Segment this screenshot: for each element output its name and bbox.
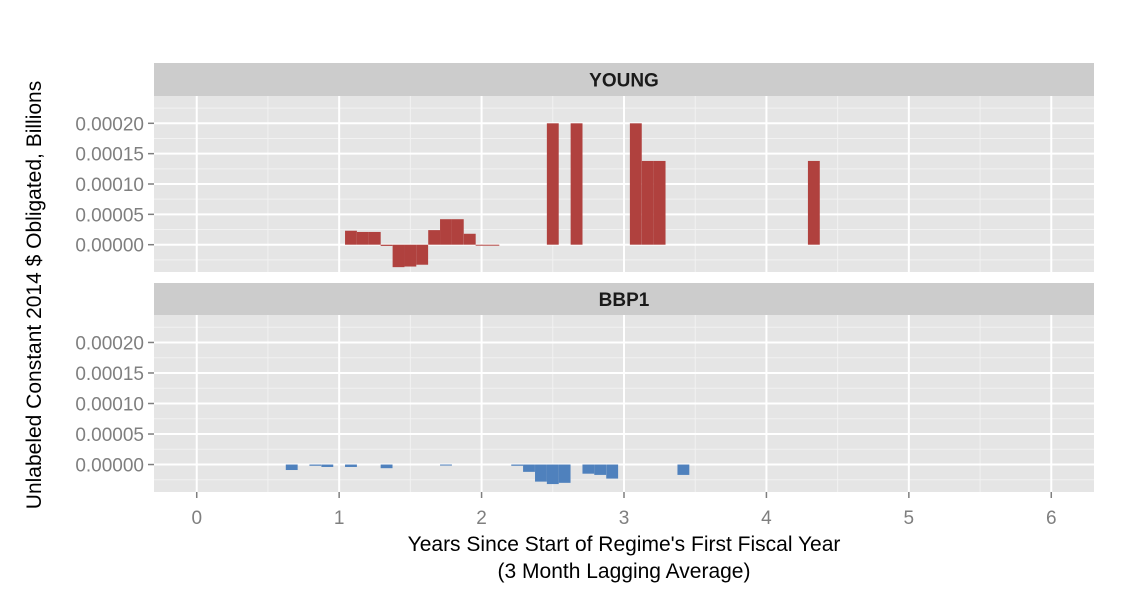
x-tick-label: 2 — [476, 508, 487, 529]
y-tick-label: 0.00000 — [75, 456, 144, 477]
x-tick-label: 6 — [1046, 508, 1057, 529]
y-tick-label: 0.00010 — [75, 395, 144, 416]
bar — [487, 244, 500, 246]
x-tick-label: 0 — [191, 508, 202, 529]
y-tick-label: 0.00020 — [75, 114, 144, 135]
bar — [440, 219, 452, 245]
y-tick-label: 0.00015 — [75, 145, 144, 166]
bar — [440, 464, 452, 466]
y-tick-label: 0.00020 — [75, 333, 144, 354]
bar — [629, 123, 642, 245]
y-tick-label: 0.00005 — [75, 425, 144, 446]
bar — [345, 230, 357, 245]
bar — [523, 464, 535, 472]
bar — [309, 464, 322, 466]
facet-strip-label: BBP1 — [599, 290, 650, 311]
x-tick-label: 3 — [619, 508, 630, 529]
x-tick-label: 5 — [904, 508, 915, 529]
bar — [535, 464, 547, 482]
bar — [404, 244, 417, 267]
bar — [368, 231, 381, 245]
bar — [511, 464, 524, 466]
x-axis-ticks: 0 1 2 3 4 5 6 — [191, 492, 1057, 529]
y-axis-title: Unlabeled Constant 2014 $ Obligated, Bil… — [23, 81, 46, 509]
y-tick-label: 0.00000 — [75, 236, 144, 257]
bar — [321, 464, 334, 467]
bar — [807, 160, 820, 245]
bar — [416, 244, 429, 265]
facet-strip — [154, 63, 1094, 96]
x-tick-label: 1 — [334, 508, 345, 529]
y-tick-label: 0.00005 — [75, 205, 144, 226]
x-axis-title-line2: (3 Month Lagging Average) — [498, 560, 751, 583]
panel-young: YOUNG 0.00000 0.00005 0.00010 0.00015 0.00020 — [75, 63, 1094, 272]
panel-bbp1: BBP1 0.00000 0.00005 0.00010 0.00015 0.00020 — [75, 283, 1094, 492]
bar — [451, 219, 464, 245]
x-tick-label: 4 — [761, 508, 772, 529]
bar — [357, 231, 369, 245]
y-tick-label: 0.00010 — [75, 175, 144, 196]
bar — [653, 160, 666, 245]
bar — [582, 464, 595, 474]
bar — [594, 464, 607, 475]
panels-layer: YOUNG 0.00000 0.00005 0.00010 0.00015 0.00020… — [75, 63, 1094, 492]
x-axis-title-line1: Years Since Start of Regime's First Fisc… — [408, 533, 841, 556]
bar — [546, 123, 559, 245]
bar — [392, 244, 405, 268]
bar — [606, 464, 619, 479]
bar — [677, 464, 690, 475]
bar — [475, 244, 488, 246]
bar — [428, 230, 441, 245]
bar — [380, 244, 393, 246]
bar — [546, 464, 559, 485]
bar — [641, 160, 654, 245]
bar — [463, 233, 476, 245]
facet-strip — [154, 283, 1094, 315]
facet-strip-label: YOUNG — [589, 71, 659, 92]
bar — [570, 123, 583, 245]
bar — [380, 464, 393, 469]
y-tick-label: 0.00015 — [75, 364, 144, 385]
bar — [285, 464, 298, 471]
bar — [558, 464, 571, 483]
bar — [345, 464, 357, 467]
